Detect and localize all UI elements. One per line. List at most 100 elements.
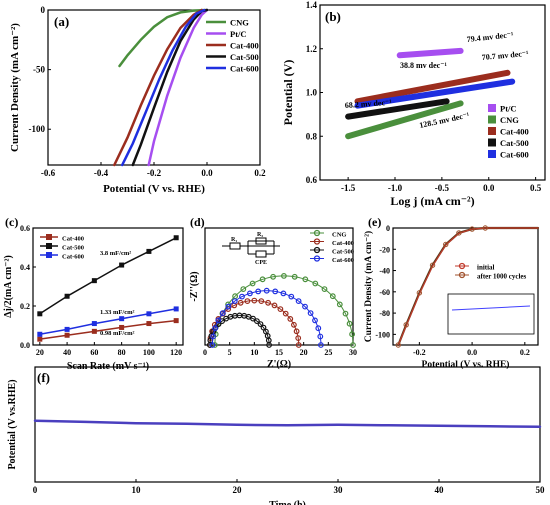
nyquist-point <box>312 317 318 324</box>
panel-a: -0.6 -0.4 -0.2 0.0 0.2 0 -50 -100 Potential (V v… <box>9 5 266 195</box>
data-point <box>173 235 179 241</box>
x-tick-label: 0 <box>203 348 207 357</box>
data-point <box>37 336 43 342</box>
legend-marker <box>46 252 52 258</box>
x-tick-label: -0.4 <box>94 168 109 178</box>
legend-label: CNG <box>230 18 249 28</box>
data-point <box>119 262 125 268</box>
y-tick-label: -60 <box>379 288 390 297</box>
nyquist-point <box>302 303 308 310</box>
data-point <box>64 326 70 332</box>
legend-label: Cat-400 <box>62 236 84 243</box>
nyquist-point <box>219 318 226 325</box>
y-tick-label: 1.0 <box>306 88 318 98</box>
legend-label: Cat-600 <box>62 254 84 261</box>
series-line <box>120 8 206 167</box>
x-tick-label: -0.6 <box>41 168 56 178</box>
legend-marker <box>488 104 496 112</box>
legend-label: Cat-600 <box>500 150 529 160</box>
nyquist-point <box>212 325 219 332</box>
y-axis-label: -Z''(Ω) <box>189 271 200 301</box>
nyquist-point <box>329 293 336 300</box>
data-point <box>91 278 97 284</box>
panel-label: (d) <box>190 215 205 229</box>
x-tick-label: 30 <box>334 485 344 495</box>
nyquist-point <box>287 316 294 322</box>
x-tick-label: 0.2 <box>254 168 266 178</box>
nyquist-point <box>249 280 256 287</box>
fit-curve <box>211 290 322 346</box>
x-tick-label: 20 <box>233 485 243 495</box>
y-tick-label: -40 <box>379 267 390 276</box>
x-axis-label: Potential (V vs. RHE) <box>422 359 510 370</box>
data-point <box>403 322 409 328</box>
nyquist-point <box>239 293 245 300</box>
slope-annotation: 68.2 mv dec⁻¹ <box>345 98 393 110</box>
legend-label: after 1000 cycles <box>477 273 527 281</box>
y-tick-label: 0 <box>386 224 390 233</box>
nyquist-point <box>307 310 314 317</box>
slope-annotation: 38.8 mv dec⁻¹ <box>400 61 447 70</box>
tafel-line <box>345 98 450 120</box>
nyquist-point <box>282 310 289 317</box>
x-tick-label: 25 <box>324 348 332 357</box>
capacitance-annotation: 1.33 mF/cm² <box>100 309 134 316</box>
y-axis-label: Current Density (mA cm⁻²) <box>363 231 374 342</box>
legend-label: initial <box>477 264 495 272</box>
legend-label: Cat-400 <box>500 127 529 137</box>
x-tick-label: -1.5 <box>341 183 356 193</box>
y-tick-label: 0 <box>41 5 46 15</box>
x-tick-label: 40 <box>435 485 445 495</box>
r2-label: R₂ <box>257 232 263 238</box>
x-tick-label: -0.2 <box>413 348 426 357</box>
legend-label: CNG <box>500 115 519 125</box>
x-tick-label: 120 <box>170 348 182 357</box>
tafel-line <box>354 69 511 105</box>
nyquist-point <box>259 276 266 283</box>
plot-frame <box>392 227 539 346</box>
y-tick-label: -100 <box>375 330 390 339</box>
cpe-label: CPE <box>255 260 267 266</box>
panel-e: -0.2 0.0 0.2 0 -20 -40 -60 -80 -100 Potential (V … <box>363 215 540 370</box>
nyquist-point <box>225 303 232 310</box>
y-tick-label: 0.0 <box>20 341 30 350</box>
slope-annotation: 79.4 mv dec⁻¹ <box>466 30 514 44</box>
r1-label: R₁ <box>231 237 237 243</box>
data-point <box>395 342 401 348</box>
x-axis-label: Time (h) <box>269 500 306 505</box>
capacitance-annotation: 0.98 mF/cm² <box>100 330 134 337</box>
x-tick-label: 100 <box>143 348 155 357</box>
x-axis-label: Log j (mA cm⁻²) <box>390 194 474 208</box>
y-tick-label: 0.6 <box>20 224 30 233</box>
data-point <box>469 226 475 232</box>
data-point <box>416 290 423 296</box>
equivalent-circuit: R₁ R₂ CPE <box>222 232 280 266</box>
data-point <box>443 241 449 248</box>
y-tick-label: -100 <box>29 124 46 134</box>
x-tick-label: 0.2 <box>520 348 530 357</box>
nyquist-point <box>336 301 343 308</box>
nyquist-point <box>312 280 319 287</box>
y-tick-label: 1.4 <box>306 0 318 10</box>
y-tick-label: 0.4 <box>20 263 30 272</box>
nyquist-point <box>253 318 260 325</box>
panel-b: -1.5 -1.0 -0.5 0.0 0.5 0.6 0.8 1.0 1.2 1.4 Log j (… <box>281 0 546 208</box>
panel-label: (f) <box>37 370 50 385</box>
x-axis-label: Z'(Ω) <box>267 359 291 370</box>
legend-marker <box>488 150 496 158</box>
legend-label: Cat-400 <box>230 41 259 51</box>
nyquist-point <box>277 306 284 313</box>
inset-frame <box>447 293 535 335</box>
fit-line <box>39 319 177 340</box>
data-point <box>482 225 488 231</box>
nyquist-point <box>288 293 295 300</box>
x-tick-label: -0.2 <box>147 168 162 178</box>
nyquist-point <box>321 286 328 293</box>
nyquist-point <box>250 315 256 322</box>
nyquist-point <box>237 299 244 306</box>
y-tick-label: -20 <box>379 245 390 254</box>
panel-label: (b) <box>325 9 341 24</box>
inset-line <box>451 305 531 311</box>
